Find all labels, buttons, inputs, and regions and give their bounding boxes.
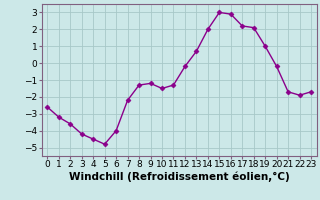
X-axis label: Windchill (Refroidissement éolien,°C): Windchill (Refroidissement éolien,°C) [69, 172, 290, 182]
